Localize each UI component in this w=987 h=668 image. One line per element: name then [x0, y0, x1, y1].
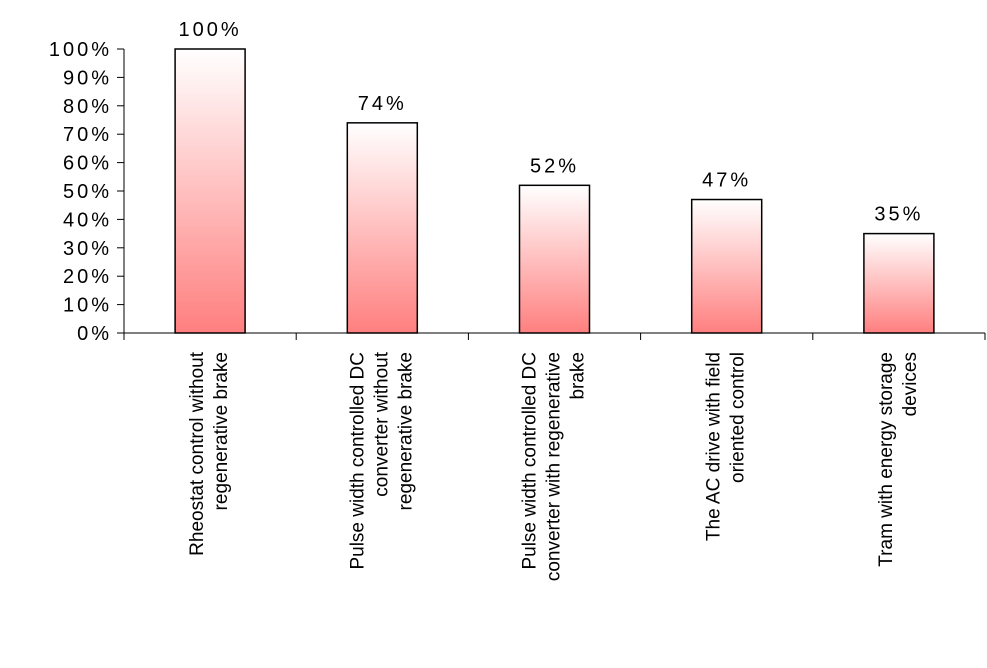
- y-axis-group: 0% 10% 20% 30% 40% 50% 60% 70% 80% 90% 100%: [49, 39, 125, 345]
- data-label: 52%: [530, 155, 579, 177]
- y-tick-label: 80%: [63, 96, 112, 118]
- data-label: 74%: [358, 93, 407, 115]
- bar: [346, 122, 419, 334]
- category-label: brake: [568, 352, 589, 400]
- data-label: 35%: [874, 204, 923, 226]
- data-labels-group: 100% 74% 52% 47% 35%: [179, 19, 923, 226]
- data-label: 47%: [702, 170, 751, 192]
- category-label: regenerative brake: [395, 352, 416, 510]
- bars-group: [174, 48, 935, 334]
- category-label: The AC drive with field: [704, 352, 725, 541]
- data-label: 100%: [179, 19, 242, 41]
- y-tick-label: 60%: [63, 153, 112, 175]
- y-tick-label: 70%: [63, 124, 112, 146]
- bar: [174, 48, 246, 334]
- y-tick-label: 100%: [49, 39, 112, 61]
- y-tick-label: 0%: [77, 323, 112, 345]
- y-tick-label: 30%: [63, 238, 112, 260]
- bar: [863, 232, 935, 334]
- category-labels-group: Rheostat control without regenerative bra…: [187, 351, 921, 581]
- bar: [690, 198, 763, 334]
- y-tick-label: 90%: [63, 67, 112, 89]
- bar: [518, 184, 591, 334]
- category-label: Tram with energy storage: [876, 352, 897, 567]
- category-label: converter with regenerative: [544, 352, 565, 581]
- category-label: Rheostat control without: [187, 351, 208, 556]
- category-label: converter without: [371, 351, 392, 496]
- y-tick-label: 10%: [63, 295, 112, 317]
- category-label: oriented control: [728, 352, 749, 483]
- category-label: Pulse width controlled DC: [520, 352, 541, 570]
- x-axis-group: [123, 332, 986, 340]
- y-tick-label: 20%: [63, 266, 112, 288]
- category-label: devices: [900, 352, 921, 416]
- category-label: regenerative brake: [211, 352, 232, 510]
- category-label: Pulse width controlled DC: [347, 352, 368, 570]
- y-tick-label: 50%: [63, 181, 112, 203]
- y-tick-label: 40%: [63, 209, 112, 231]
